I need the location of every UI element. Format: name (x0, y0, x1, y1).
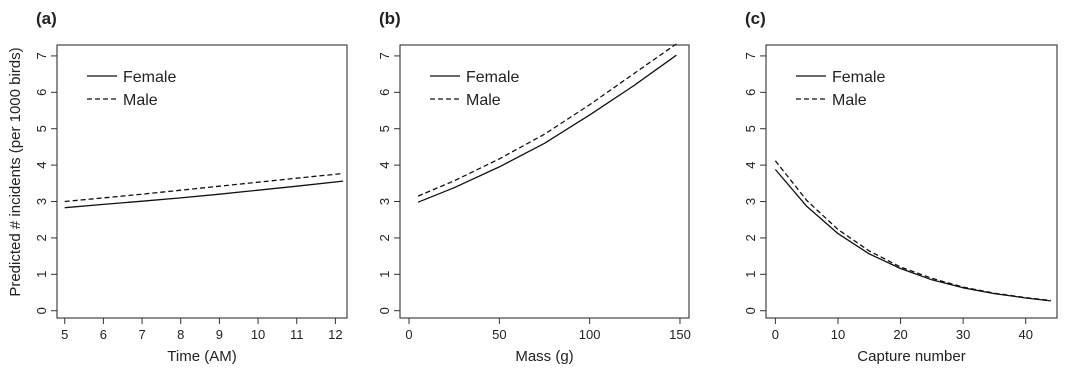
legend-label-female: Female (832, 69, 885, 86)
x-tick-label: 20 (893, 327, 907, 342)
y-tick-label: 6 (743, 89, 758, 96)
y-tick-label: 7 (34, 52, 49, 59)
y-tick-label: 4 (377, 162, 392, 169)
legend-label-male: Male (123, 92, 158, 109)
y-tick-label: 4 (34, 162, 49, 169)
panel-label: (b) (379, 9, 401, 28)
x-tick-label: 150 (669, 327, 691, 342)
y-tick-label: 2 (34, 234, 49, 241)
y-tick-label: 2 (377, 234, 392, 241)
plot-frame (56, 44, 348, 319)
y-tick-label: 1 (377, 271, 392, 278)
x-tick-label: 12 (328, 327, 342, 342)
y-tick-label: 7 (377, 52, 392, 59)
y-tick-label: 1 (743, 271, 758, 278)
y-tick-label: 2 (743, 234, 758, 241)
series-line-female (64, 180, 344, 209)
plot-frame (765, 44, 1058, 319)
panel-label: (a) (36, 9, 57, 28)
x-tick-label: 100 (579, 327, 601, 342)
x-tick-label: 40 (1018, 327, 1032, 342)
y-tick-label: 3 (743, 198, 758, 205)
x-tick-label: 9 (216, 327, 223, 342)
y-tick-label: 5 (377, 125, 392, 132)
y-tick-label: 6 (377, 89, 392, 96)
y-tick-label: 0 (743, 307, 758, 314)
x-axis-title: Mass (g) (515, 348, 573, 365)
x-tick-label: 7 (138, 327, 145, 342)
legend-label-male: Male (832, 92, 867, 109)
x-axis-title: Capture number (857, 348, 965, 365)
x-tick-label: 10 (251, 327, 265, 342)
series-line-female (774, 169, 1051, 302)
y-tick-label: 3 (377, 198, 392, 205)
y-tick-label: 5 (34, 125, 49, 132)
x-tick-label: 30 (956, 327, 970, 342)
x-axis-title: Time (AM) (167, 348, 236, 365)
y-tick-label: 6 (34, 89, 49, 96)
series-line-male (64, 172, 344, 203)
y-axis-title: Predicted # incidents (per 1000 birds) (7, 47, 24, 296)
panel-3: (c) 0 1 2 3 4 5 6 7 0 10 20 30 40 Capture number Female… (743, 9, 1058, 365)
x-tick-label: 10 (831, 327, 845, 342)
series-line-female (417, 54, 677, 203)
y-tick-label: 4 (743, 162, 758, 169)
x-tick-label: 50 (492, 327, 506, 342)
legend-label-female: Female (123, 69, 176, 86)
legend-label-female: Female (466, 69, 519, 86)
x-tick-label: 11 (290, 327, 304, 342)
y-tick-label: 1 (34, 271, 49, 278)
panel-label: (c) (745, 9, 766, 28)
plot-frame (399, 44, 690, 319)
legend-label-male: Male (466, 92, 501, 109)
x-tick-label: 8 (177, 327, 184, 342)
y-tick-label: 5 (743, 125, 758, 132)
y-tick-label: 3 (34, 198, 49, 205)
y-tick-label: 7 (743, 52, 758, 59)
x-tick-label: 0 (405, 327, 412, 342)
series-line-male (774, 160, 1051, 302)
series-line-male (417, 43, 677, 197)
x-tick-label: 6 (100, 327, 107, 342)
panel-2: (b) 0 1 2 3 4 5 6 7 0 50 100 150 Mass (g) Female Male (377, 9, 691, 365)
x-tick-label: 5 (61, 327, 68, 342)
y-tick-label: 0 (377, 307, 392, 314)
y-tick-label: 0 (34, 307, 49, 314)
x-tick-label: 0 (772, 327, 779, 342)
